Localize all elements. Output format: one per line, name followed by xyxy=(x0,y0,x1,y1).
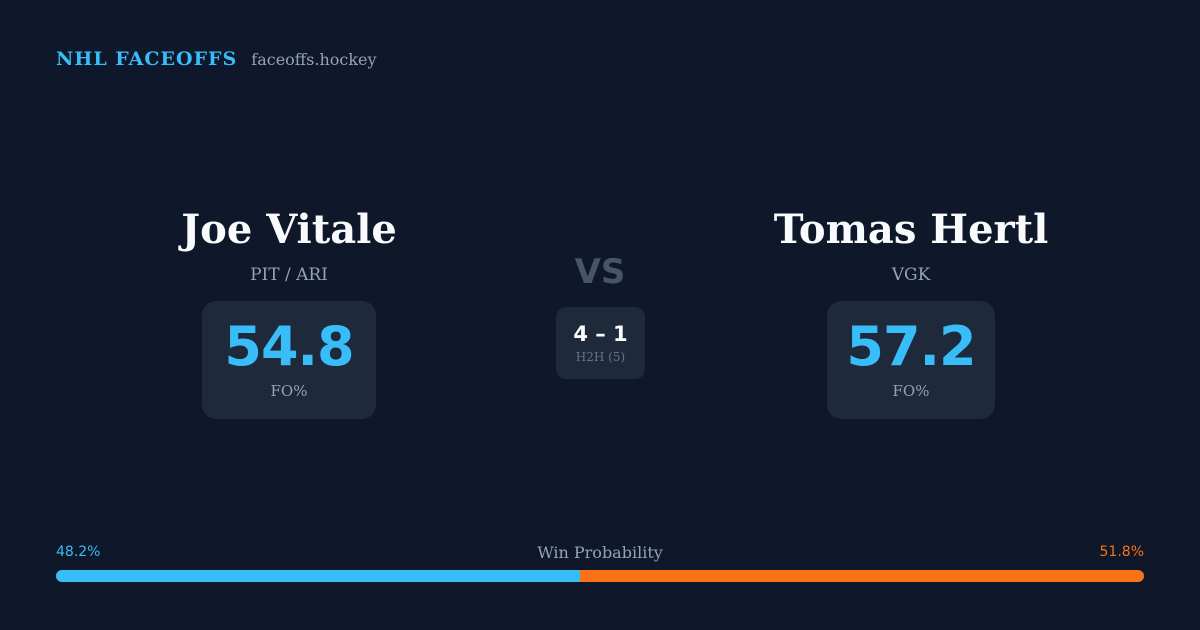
win-probability-title: Win Probability xyxy=(537,543,663,562)
player-left-fo-label: FO% xyxy=(270,382,308,400)
brand-title: NHL FACEOFFS xyxy=(56,48,238,70)
player-left-panel: Joe Vitale PIT / ARI 54.8 FO% xyxy=(139,206,439,419)
win-probability-bar-right xyxy=(580,570,1144,582)
player-left-team: PIT / ARI xyxy=(250,265,328,285)
player-left-name: Joe Vitale xyxy=(181,206,397,253)
head-to-head-score: 4 – 1 xyxy=(573,322,628,346)
header: NHL FACEOFFS faceoffs.hockey xyxy=(56,48,377,70)
player-right-fo-value: 57.2 xyxy=(846,315,976,378)
player-right-team: VGK xyxy=(891,265,931,285)
player-right-fo-label: FO% xyxy=(892,382,930,400)
versus-label: VS xyxy=(574,252,626,292)
head-to-head-label: H2H (5) xyxy=(575,350,626,364)
head-to-head-card: 4 – 1 H2H (5) xyxy=(556,307,645,379)
win-probability-right-label: 51.8% xyxy=(1099,544,1144,560)
win-probability-bar-left xyxy=(56,570,581,582)
win-probability-left-label: 48.2% xyxy=(56,544,101,560)
win-probability-bar xyxy=(56,570,1144,582)
player-right-name: Tomas Hertl xyxy=(773,206,1049,253)
player-right-stat-card: 57.2 FO% xyxy=(827,301,995,419)
player-right-panel: Tomas Hertl VGK 57.2 FO% xyxy=(761,206,1061,419)
player-left-fo-value: 54.8 xyxy=(224,315,354,378)
player-left-stat-card: 54.8 FO% xyxy=(202,301,376,419)
site-domain: faceoffs.hockey xyxy=(251,50,377,69)
